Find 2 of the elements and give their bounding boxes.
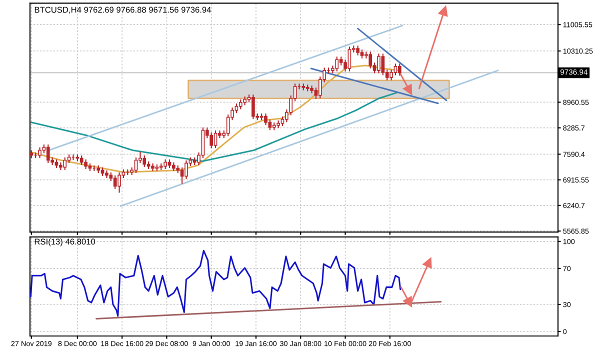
chart-title: BTCUSD,H4 9762.69 9766.88 9671.56 9736.94 xyxy=(34,6,211,14)
chart-title: RSI(13) 46.8010 xyxy=(34,238,96,246)
